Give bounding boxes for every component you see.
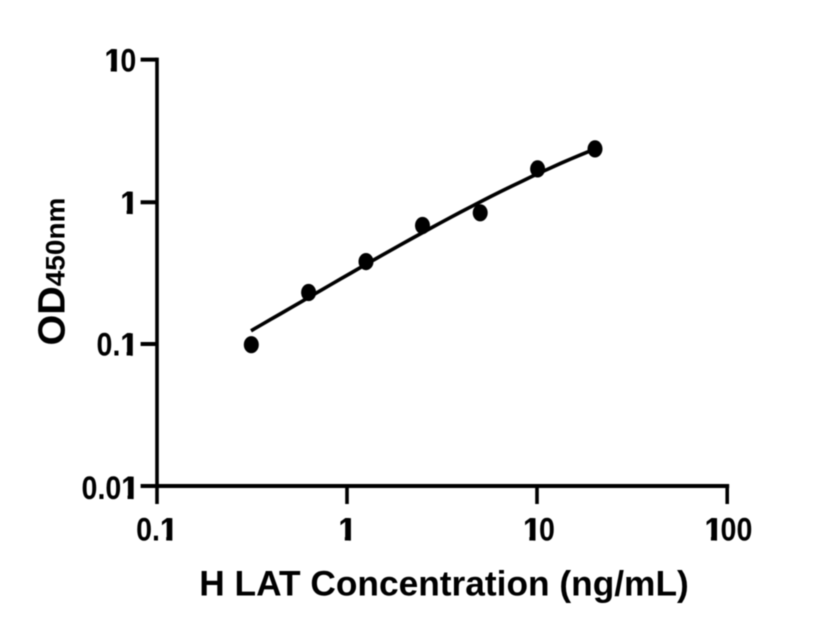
svg-text:10: 10 xyxy=(523,512,555,548)
svg-text:0.01: 0.01 xyxy=(82,470,138,506)
svg-text:10: 10 xyxy=(104,43,136,79)
svg-text:0.1: 0.1 xyxy=(136,512,176,548)
svg-text:1: 1 xyxy=(120,185,136,221)
svg-text:100: 100 xyxy=(705,512,753,548)
svg-text:OD450nm: OD450nm xyxy=(31,198,73,346)
svg-text:H LAT Concentration (ng/mL): H LAT Concentration (ng/mL) xyxy=(199,565,689,604)
svg-text:0.1: 0.1 xyxy=(97,327,137,363)
svg-text:1: 1 xyxy=(339,512,355,548)
